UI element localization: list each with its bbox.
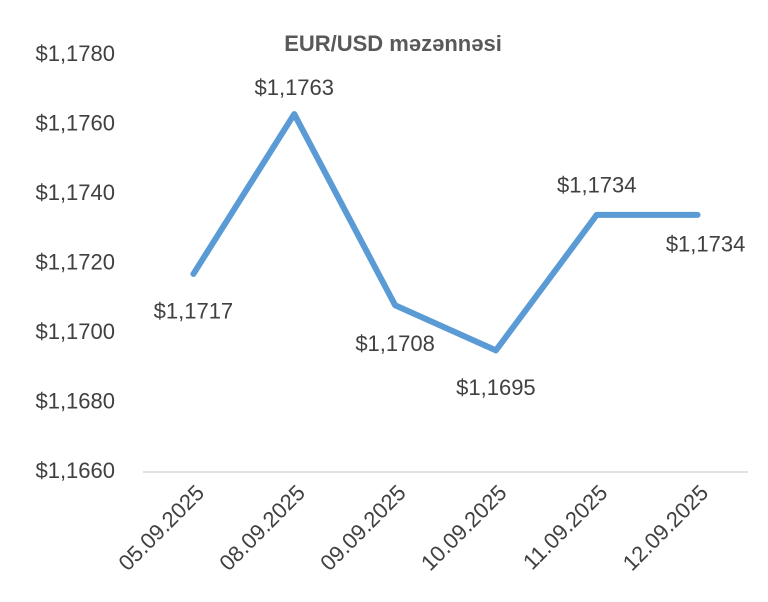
- y-tick-label: $1,1720: [35, 249, 115, 274]
- chart-title: EUR/USD məzənnəsi: [284, 31, 502, 56]
- data-label: $1,1695: [456, 375, 536, 400]
- data-label: $1,1734: [666, 232, 746, 257]
- y-tick-label: $1,1700: [35, 319, 115, 344]
- y-tick-label: $1,1760: [35, 110, 115, 135]
- y-tick-label: $1,1660: [35, 458, 115, 483]
- x-tick-label: 10.09.2025: [416, 480, 512, 576]
- line: [190, 111, 701, 354]
- x-tick-label: 11.09.2025: [518, 480, 612, 574]
- x-tick-label: 08.09.2025: [214, 480, 310, 576]
- data-label: $1,1717: [154, 299, 234, 324]
- data-label: $1,1734: [557, 173, 637, 198]
- y-tick-label: $1,1680: [35, 388, 115, 413]
- y-tick-label: $1,1780: [35, 41, 115, 66]
- data-label: $1,1708: [355, 331, 435, 356]
- x-tick-label: 09.09.2025: [315, 480, 411, 576]
- x-tick-label: 12.09.2025: [618, 480, 714, 576]
- y-tick-label: $1,1740: [35, 180, 115, 205]
- data-label: $1,1763: [254, 75, 334, 100]
- x-tick-label: 05.09.2025: [114, 480, 210, 576]
